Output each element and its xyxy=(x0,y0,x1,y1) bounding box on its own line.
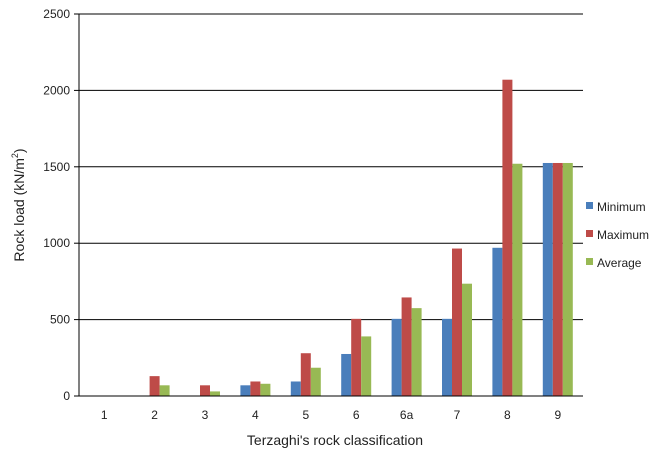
x-tick-label: 7 xyxy=(454,408,461,422)
bar-maximum-5 xyxy=(300,353,311,396)
y-tick-labels: 0 500 1000 1500 2000 2500 xyxy=(43,7,70,403)
bar-average-4 xyxy=(260,383,271,396)
x-tick-label: 1 xyxy=(101,408,108,422)
y-axis-title-main: Rock load (kN/m xyxy=(11,158,27,261)
legend-swatch-minimum xyxy=(586,202,593,209)
x-tick-labels: 1 2 3 4 5 6 6a 7 8 9 xyxy=(101,408,562,422)
bar-minimum-6a xyxy=(391,318,402,396)
bar-minimum-8 xyxy=(492,247,503,396)
bar-maximum-8 xyxy=(502,79,513,396)
bar-maximum-9 xyxy=(552,162,563,396)
y-tick-label: 1000 xyxy=(43,236,70,250)
x-tick-label: 2 xyxy=(151,408,158,422)
x-tick-label: 8 xyxy=(504,408,511,422)
bar-average-6a xyxy=(411,308,422,396)
bar-minimum-6 xyxy=(341,353,352,396)
bar-average-5 xyxy=(310,367,321,396)
axes xyxy=(74,13,583,397)
y-tick-label: 0 xyxy=(63,389,70,403)
legend-label-average: Average xyxy=(597,256,642,270)
y-tick-label: 2500 xyxy=(43,7,70,21)
x-tick-label: 6 xyxy=(353,408,360,422)
legend: Minimum Maximum Average xyxy=(586,200,649,270)
bars xyxy=(149,79,573,396)
bar-average-3 xyxy=(210,391,220,396)
legend-label-maximum: Maximum xyxy=(597,228,649,242)
x-tick-label: 4 xyxy=(252,408,259,422)
bar-maximum-6a xyxy=(401,297,412,396)
bar-maximum-4 xyxy=(250,381,261,396)
y-tick-label: 500 xyxy=(50,313,70,327)
x-tick-label: 5 xyxy=(302,408,309,422)
bar-minimum-7 xyxy=(442,318,452,396)
y-tick-label: 2000 xyxy=(43,83,70,97)
bar-minimum-5 xyxy=(290,381,301,396)
legend-swatch-average xyxy=(586,258,593,265)
x-tick-label: 9 xyxy=(554,408,561,422)
y-tick-label: 1500 xyxy=(43,160,70,174)
bar-minimum-4 xyxy=(240,385,251,396)
x-tick-label: 6a xyxy=(400,408,414,422)
x-axis-title: Terzaghi's rock classification xyxy=(247,432,423,448)
x-tick-label: 3 xyxy=(202,408,209,422)
y-axis-title: Rock load (kN/m2) xyxy=(10,148,27,261)
legend-label-minimum: Minimum xyxy=(597,200,646,214)
bar-average-9 xyxy=(562,162,573,396)
bar-maximum-6 xyxy=(351,318,362,396)
bar-maximum-7 xyxy=(452,248,462,396)
bar-maximum-2 xyxy=(149,376,160,396)
legend-swatch-maximum xyxy=(586,230,593,237)
bar-average-2 xyxy=(159,385,170,396)
bar-minimum-9 xyxy=(542,162,553,396)
bar-average-8 xyxy=(512,163,523,396)
y-axis-title-superscript: 2 xyxy=(10,153,20,158)
y-axis-title-close: ) xyxy=(11,148,27,153)
bar-average-6 xyxy=(361,336,372,396)
bar-maximum-3 xyxy=(200,385,210,396)
bar-average-7 xyxy=(462,283,472,396)
